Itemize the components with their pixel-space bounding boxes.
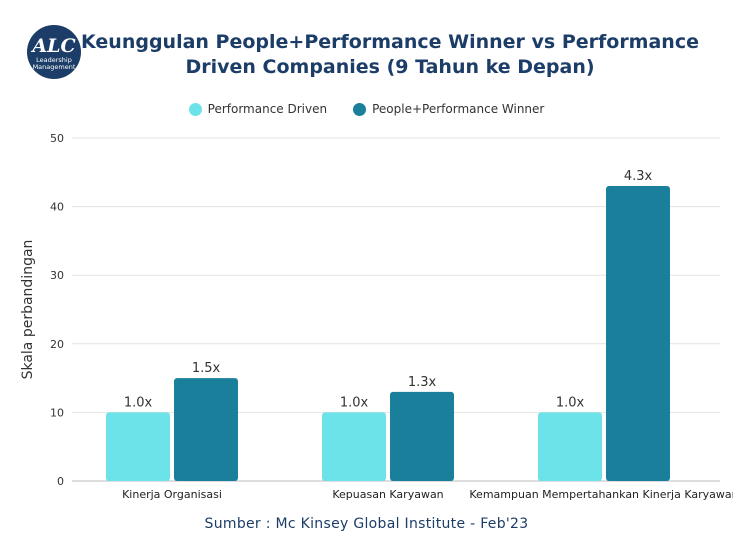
y-tick-label: 20	[50, 338, 64, 351]
data-label: 1.0x	[340, 395, 369, 410]
legend-swatch-people-performance	[353, 102, 367, 116]
legend-item-people-performance: People+Performance Winner	[353, 102, 544, 116]
data-label: 4.3x	[624, 169, 653, 184]
y-tick-label: 30	[50, 269, 64, 282]
data-label: 1.3x	[408, 375, 437, 390]
legend-swatch-performance-driven	[188, 102, 202, 116]
y-tick-label: 10	[50, 406, 64, 419]
bar-performance-driven	[322, 412, 386, 481]
bar-people-performance	[174, 378, 238, 481]
y-tick-label: 40	[50, 201, 64, 214]
y-tick-label: 0	[57, 475, 64, 488]
chart-title: Keunggulan People+Performance Winner vs …	[81, 31, 699, 78]
legend-label-people-performance: People+Performance Winner	[372, 102, 545, 116]
logo-line1: Leadership	[36, 56, 72, 64]
bar-performance-driven	[538, 412, 602, 481]
x-tick-label: Kemampuan Mempertahankan Kinerja Karyawa…	[469, 488, 733, 501]
bar-people-performance	[390, 391, 454, 481]
bar-performance-driven	[106, 412, 170, 481]
y-tick-label: 50	[50, 132, 64, 145]
bar-people-performance	[606, 186, 670, 481]
x-tick-label: Kinerja Organisasi	[122, 488, 222, 501]
data-label: 1.0x	[124, 395, 153, 410]
logo-circle	[27, 25, 81, 79]
legend-item-performance-driven: Performance Driven	[188, 102, 328, 116]
legend-label-performance-driven: Performance Driven	[207, 102, 328, 116]
data-label: 1.0x	[556, 395, 585, 410]
x-tick-label: Kepuasan Karyawan	[332, 488, 443, 501]
alc-logo: ALC Leadership Management	[27, 25, 81, 79]
logo-mark: ALC	[30, 35, 75, 57]
chart-legend: Performance Driven People+Performance Wi…	[0, 102, 733, 116]
data-label: 1.5x	[192, 361, 221, 376]
logo-line2: Management	[33, 63, 76, 71]
source-note: Sumber : Mc Kinsey Global Institute - Fe…	[204, 516, 529, 532]
y-axis-label: Skala perbandingan	[20, 240, 36, 380]
